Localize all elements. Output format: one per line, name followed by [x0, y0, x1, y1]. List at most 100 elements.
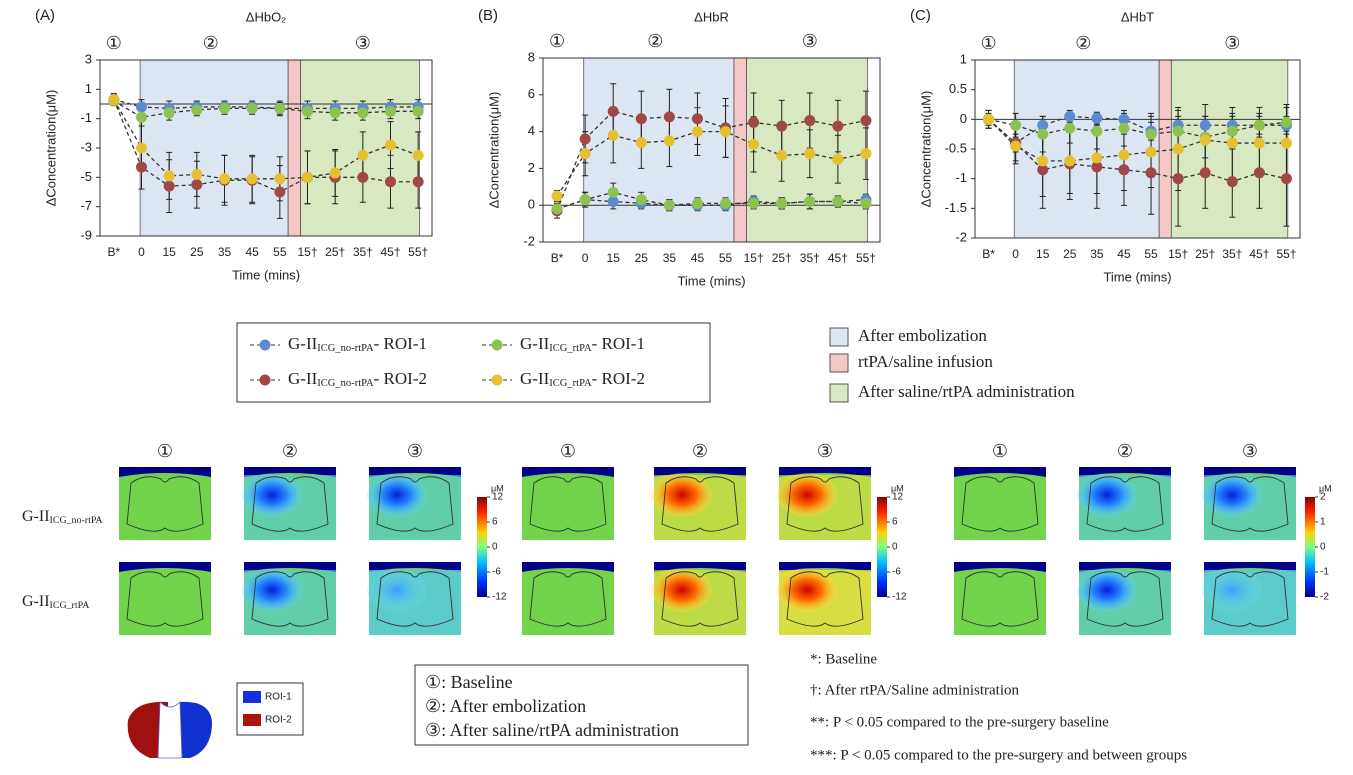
heatmap-top	[1204, 562, 1296, 572]
phase-region	[287, 59, 301, 237]
phase-legend-item: ②: After embolization	[425, 696, 586, 716]
region-swatch	[829, 353, 849, 373]
legend-marker	[491, 374, 503, 386]
heatmap-blob	[1202, 473, 1262, 517]
label-suffix: - ROI-2	[374, 369, 427, 388]
heatmap-image	[367, 467, 461, 540]
data-point	[302, 105, 313, 117]
column-header: ①	[560, 441, 576, 461]
heatmap-top	[654, 467, 746, 477]
data-point	[1226, 125, 1238, 137]
row-label: G-IIICG_no-rtPA	[22, 508, 103, 527]
y-tick-label: -5	[80, 169, 92, 184]
data-point	[163, 170, 175, 182]
data-point	[691, 113, 703, 125]
phase-label: ①	[106, 33, 122, 53]
label-sub: ICG_rtPA	[549, 343, 592, 354]
colorbar-tick-label: 0	[892, 542, 898, 553]
x-tick-label: 35	[218, 245, 232, 259]
label-base: G-II	[288, 334, 318, 353]
data-point	[357, 107, 369, 119]
data-point	[832, 153, 844, 165]
x-tick-label: 55†	[1276, 247, 1296, 261]
colorbar-tick-label: -2	[1320, 592, 1329, 603]
data-point	[191, 168, 203, 180]
heatmap-top	[244, 562, 336, 572]
brain-outline	[1211, 571, 1289, 627]
heatmap-image	[1202, 562, 1296, 635]
colorbar-tick-label: -6	[492, 567, 501, 578]
data-point	[1253, 167, 1265, 179]
y-tick-label: 4	[528, 123, 535, 138]
brain-outline	[529, 571, 607, 627]
phase-label: ①	[549, 31, 565, 51]
x-tick-label: 55	[719, 251, 733, 265]
data-point	[1145, 146, 1157, 158]
note: **: P < 0.05 compared to the pre-surgery…	[810, 714, 1109, 730]
heatmap-bg	[119, 562, 211, 635]
panel-label: (B)	[478, 7, 498, 24]
data-point	[246, 173, 258, 185]
x-axis-label: Time (mins)	[1103, 269, 1171, 284]
data-point	[412, 176, 424, 188]
x-tick-label: 0	[1012, 247, 1019, 261]
x-tick-label: 35	[1090, 247, 1104, 261]
data-point	[776, 197, 788, 209]
heatmap-image	[1077, 562, 1171, 635]
phase-region	[1158, 59, 1172, 239]
data-point	[748, 138, 760, 150]
label-suffix: - ROI-2	[592, 369, 645, 388]
colorbar	[477, 497, 487, 597]
data-point	[1037, 155, 1049, 167]
heatmap-image	[522, 562, 614, 635]
roi-1-area	[180, 701, 212, 758]
data-point	[191, 179, 203, 191]
brain-outline	[961, 476, 1039, 532]
heatmap-image	[522, 467, 614, 540]
data-point	[357, 149, 369, 161]
heatmap-image	[1202, 467, 1296, 540]
data-point	[412, 105, 424, 117]
data-point	[1280, 116, 1292, 128]
data-point	[385, 105, 396, 117]
y-tick-label: 1	[960, 51, 967, 66]
heatmap-blob	[242, 473, 302, 517]
data-point	[1064, 155, 1076, 167]
label-base: G-II	[22, 508, 50, 525]
phase-label: ①	[980, 33, 996, 53]
data-point	[804, 196, 816, 208]
heatmap-top	[119, 467, 211, 477]
heatmap-image	[777, 562, 871, 635]
y-tick-label: -3	[80, 139, 92, 154]
data-point	[1037, 119, 1049, 131]
heatmap-top	[779, 562, 871, 572]
data-point	[720, 197, 732, 209]
brain-outline	[786, 571, 864, 627]
x-axis-label: Time (mins)	[677, 273, 745, 288]
data-point	[274, 102, 286, 114]
data-point	[1010, 140, 1022, 152]
data-point	[832, 120, 844, 132]
data-point	[1199, 167, 1211, 179]
heatmap-image	[119, 467, 211, 540]
data-point	[1226, 137, 1238, 149]
y-tick-label: -7	[80, 198, 92, 213]
note: ***: P < 0.05 compared to the pre-surger…	[810, 747, 1187, 763]
label-base: G-II	[22, 593, 50, 610]
x-tick-label: 35†	[1222, 247, 1242, 261]
data-point	[776, 120, 788, 132]
data-point	[663, 111, 675, 123]
colorbar-tick-label: -12	[892, 592, 907, 603]
colorbar-tick-label: -1	[1320, 567, 1329, 578]
data-point	[1091, 125, 1103, 137]
x-tick-label: 25†	[772, 251, 792, 265]
series-line	[988, 118, 1287, 183]
heatmap-top	[522, 562, 614, 572]
data-point	[1280, 137, 1292, 149]
panel-label: (A)	[35, 7, 55, 24]
heatmap-top	[954, 467, 1046, 477]
y-tick-label: -1	[955, 170, 967, 185]
heatmap-image	[1077, 467, 1171, 540]
colorbar-unit: μM	[891, 483, 904, 493]
